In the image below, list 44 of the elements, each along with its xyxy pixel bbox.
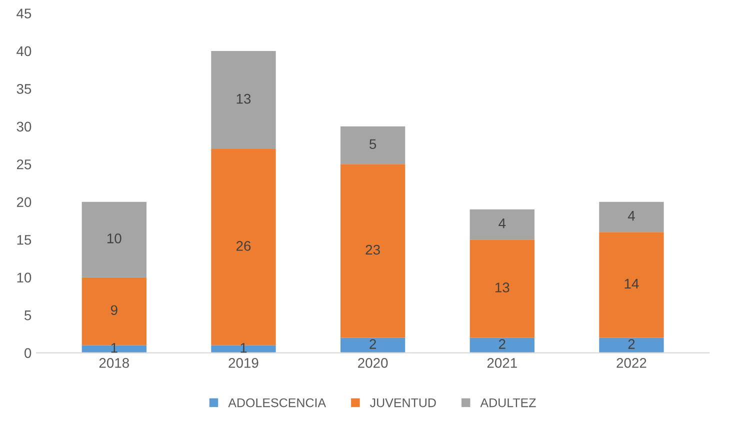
bar <box>599 232 664 338</box>
bar <box>340 126 406 164</box>
data-label: 14 <box>624 278 639 288</box>
data-label: 1 <box>111 343 118 353</box>
y-tick-label: 0 <box>24 348 32 358</box>
data-label: 4 <box>498 218 506 228</box>
x-tick-label: 2021 <box>487 358 517 368</box>
data-label: 2 <box>628 339 635 349</box>
bar <box>211 50 276 150</box>
data-label: 23 <box>366 244 380 255</box>
data-label: 4 <box>628 211 635 221</box>
y-tick-label: 45 <box>16 8 32 18</box>
x-tick-label: 2022 <box>616 358 646 368</box>
data-label: 13 <box>236 94 251 104</box>
legend-label: ADULTEZ <box>480 398 536 408</box>
data-label: 13 <box>495 282 510 292</box>
data-label: 5 <box>370 139 376 150</box>
bar <box>470 240 534 338</box>
legend-label: ADOLESCENCIA <box>228 398 326 408</box>
data-label: 10 <box>107 234 122 244</box>
x-tick-label: 2020 <box>358 358 388 368</box>
x-tick-label: 2018 <box>99 358 129 368</box>
bar <box>470 338 534 353</box>
bar <box>82 202 146 278</box>
y-tick-label: 20 <box>16 197 32 208</box>
bar <box>470 209 534 240</box>
bar <box>340 338 406 353</box>
data-label: 2 <box>370 339 376 349</box>
data-label: 1 <box>240 343 247 353</box>
y-tick-label: 40 <box>16 46 32 56</box>
y-tick-label: 10 <box>17 272 32 283</box>
y-tick-label: 25 <box>16 159 32 170</box>
y-tick-label: 15 <box>17 235 32 245</box>
y-tick-label: 35 <box>16 84 32 94</box>
bar <box>599 338 664 353</box>
x-tick-label: 2019 <box>228 358 258 368</box>
data-label: 9 <box>110 305 118 316</box>
bar <box>599 202 664 232</box>
data-label: 2 <box>498 339 506 349</box>
y-tick-label: 5 <box>24 310 32 320</box>
legend-label: JUVENTUD <box>370 398 436 408</box>
data-label: 26 <box>236 241 251 251</box>
y-tick-label: 30 <box>16 122 32 132</box>
bar <box>340 164 406 338</box>
